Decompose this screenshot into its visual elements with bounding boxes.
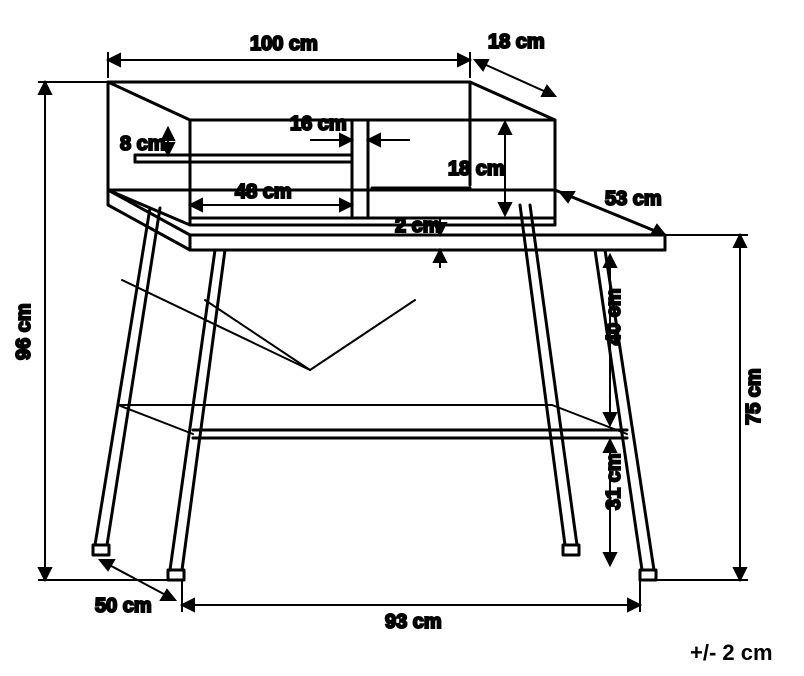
dim-desk-height: 75 cm bbox=[656, 235, 765, 580]
label-foot-depth: 50 cm bbox=[95, 595, 152, 617]
label-foot-span: 93 cm bbox=[385, 611, 442, 633]
label-divider-w: 16 cm bbox=[290, 113, 347, 135]
dim-desk-thickness: 2 cm bbox=[395, 215, 446, 268]
dim-desk-depth: 53 cm bbox=[560, 188, 665, 235]
label-shelf-width: 100 cm bbox=[250, 33, 318, 55]
dim-leg-lower: 31 cm bbox=[603, 440, 625, 565]
dim-shelf-inner-h: 8 cm bbox=[120, 128, 174, 155]
label-left-opening: 48 cm bbox=[235, 181, 292, 203]
label-shelf-inner-h: 8 cm bbox=[120, 133, 166, 155]
label-shelf-depth: 18 cm bbox=[488, 31, 545, 53]
tolerance-note: +/- 2 cm bbox=[690, 640, 773, 665]
dim-shelf-front-h: 18 cm bbox=[448, 122, 511, 215]
desk-dimension-diagram: 100 cm 18 cm 8 cm 16 cm bbox=[0, 0, 804, 676]
dim-foot-span: 93 cm bbox=[182, 580, 640, 633]
label-desk-height: 75 cm bbox=[743, 368, 765, 425]
label-leg-lower: 31 cm bbox=[603, 453, 625, 510]
label-desk-depth: 53 cm bbox=[605, 188, 662, 210]
dim-total-height: 96 cm bbox=[13, 82, 170, 580]
desk-outline bbox=[93, 82, 665, 580]
label-shelf-front-h: 18 cm bbox=[448, 158, 505, 180]
dim-foot-depth: 50 cm bbox=[95, 560, 175, 617]
label-desk-thickness: 2 cm bbox=[395, 215, 441, 237]
dim-left-opening: 48 cm bbox=[190, 181, 352, 211]
dim-shelf-width: 100 cm bbox=[108, 33, 470, 78]
dim-divider-w: 16 cm bbox=[290, 113, 410, 146]
label-leg-upper: 40 cm bbox=[603, 288, 625, 345]
dim-shelf-depth: 18 cm bbox=[475, 31, 555, 96]
label-total-height: 96 cm bbox=[13, 303, 35, 360]
dim-leg-upper: 40 cm bbox=[603, 255, 625, 425]
